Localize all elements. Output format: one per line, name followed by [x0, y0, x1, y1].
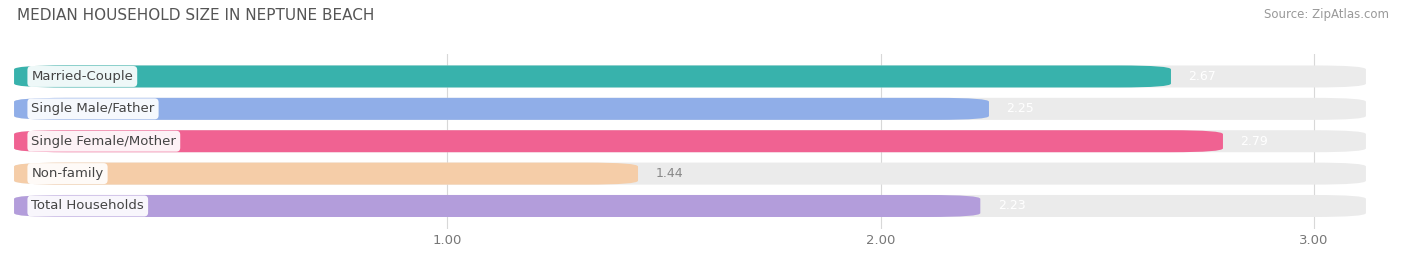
FancyBboxPatch shape: [14, 65, 1171, 87]
FancyBboxPatch shape: [14, 162, 638, 185]
FancyBboxPatch shape: [14, 162, 1367, 185]
Text: MEDIAN HOUSEHOLD SIZE IN NEPTUNE BEACH: MEDIAN HOUSEHOLD SIZE IN NEPTUNE BEACH: [17, 8, 374, 23]
FancyBboxPatch shape: [14, 98, 1367, 120]
Text: Single Male/Father: Single Male/Father: [31, 102, 155, 115]
FancyBboxPatch shape: [14, 65, 1367, 87]
Text: 2.23: 2.23: [998, 200, 1025, 213]
Text: 1.44: 1.44: [655, 167, 683, 180]
Text: Total Households: Total Households: [31, 200, 145, 213]
FancyBboxPatch shape: [14, 195, 980, 217]
FancyBboxPatch shape: [14, 195, 1367, 217]
Text: Non-family: Non-family: [31, 167, 104, 180]
Text: 2.67: 2.67: [1188, 70, 1216, 83]
FancyBboxPatch shape: [14, 130, 1223, 152]
Text: 2.25: 2.25: [1007, 102, 1033, 115]
Text: Single Female/Mother: Single Female/Mother: [31, 135, 176, 148]
Text: Married-Couple: Married-Couple: [31, 70, 134, 83]
FancyBboxPatch shape: [14, 98, 988, 120]
FancyBboxPatch shape: [14, 130, 1367, 152]
Text: 2.79: 2.79: [1240, 135, 1268, 148]
Text: Source: ZipAtlas.com: Source: ZipAtlas.com: [1264, 8, 1389, 21]
